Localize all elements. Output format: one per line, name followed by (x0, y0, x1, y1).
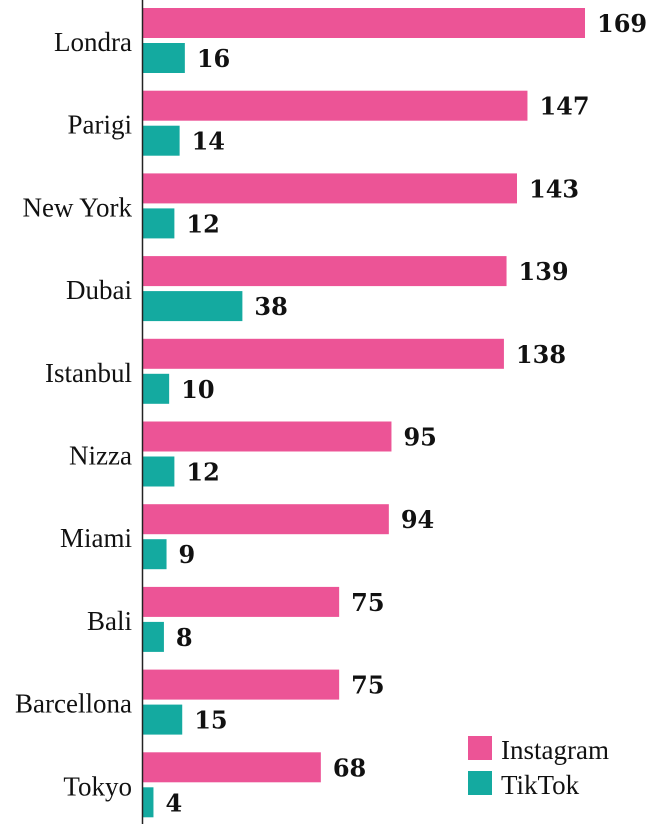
category-label-new-york: New York (22, 192, 132, 222)
bar-tiktok-londra (143, 43, 185, 73)
value-label-tiktok-new-york: 12 (186, 209, 219, 238)
bar-tiktok-parigi (143, 125, 180, 156)
value-label-instagram-nizza: 95 (403, 423, 436, 452)
value-label-tiktok-nizza: 12 (186, 458, 219, 487)
legend-label-tiktok: TikTok (501, 770, 580, 800)
value-label-instagram-new-york: 143 (529, 174, 579, 203)
bar-instagram-dubai (143, 256, 507, 287)
category-labels-layer: Londra Parigi New York Dubai Istanbul Nizza Mi… (15, 27, 132, 801)
bar-instagram-tokyo (143, 752, 321, 783)
bar-tiktok-miami (143, 539, 167, 570)
value-label-instagram-barcellona: 75 (351, 671, 384, 700)
bar-instagram-parigi (143, 90, 528, 121)
bar-tiktok-barcellona (143, 704, 183, 735)
bar-tiktok-tokyo (143, 787, 154, 818)
value-labels-layer: 169 16 147 14 143 12 139 38 138 10 95 12 94 9 75 8 75 15 6… (165, 9, 647, 817)
value-label-tiktok-dubai: 38 (254, 292, 287, 321)
category-label-barcellona: Barcellona (15, 689, 132, 719)
bar-instagram-londra (143, 8, 585, 38)
value-label-instagram-londra: 169 (597, 9, 647, 38)
value-label-tiktok-barcellona: 15 (194, 706, 227, 735)
category-label-tokyo: Tokyo (63, 771, 132, 801)
category-label-nizza: Nizza (69, 441, 132, 471)
category-label-parigi: Parigi (68, 110, 133, 140)
category-label-bali: Bali (87, 606, 132, 636)
bar-instagram-bali (143, 586, 340, 617)
category-label-londra: Londra (54, 27, 132, 57)
value-label-tiktok-tokyo: 4 (165, 788, 182, 817)
legend: Instagram TikTok (468, 735, 609, 800)
category-label-miami: Miami (60, 523, 132, 553)
bar-instagram-new-york (143, 173, 517, 204)
bar-instagram-istanbul (143, 338, 504, 369)
bars-layer (143, 8, 585, 818)
bar-tiktok-bali (143, 621, 164, 652)
bar-tiktok-istanbul (143, 373, 170, 404)
category-label-dubai: Dubai (66, 275, 132, 305)
value-label-instagram-bali: 75 (351, 588, 384, 617)
category-label-istanbul: Istanbul (45, 358, 132, 388)
value-label-instagram-istanbul: 138 (516, 340, 566, 369)
bar-tiktok-dubai (143, 291, 243, 322)
value-label-tiktok-bali: 8 (176, 623, 193, 652)
bar-instagram-miami (143, 504, 389, 535)
value-label-instagram-miami: 94 (401, 505, 434, 534)
legend-swatch-tiktok (468, 771, 492, 795)
legend-label-instagram: Instagram (501, 735, 609, 765)
value-label-tiktok-miami: 9 (179, 540, 196, 569)
value-label-tiktok-parigi: 14 (192, 127, 225, 156)
bar-tiktok-new-york (143, 208, 175, 239)
value-label-instagram-tokyo: 68 (333, 753, 366, 782)
legend-swatch-instagram (468, 736, 492, 760)
value-label-instagram-dubai: 139 (519, 257, 569, 286)
value-label-tiktok-istanbul: 10 (181, 375, 214, 404)
bar-instagram-barcellona (143, 669, 340, 700)
bar-tiktok-nizza (143, 456, 175, 487)
value-label-instagram-parigi: 147 (539, 92, 589, 121)
bar-instagram-nizza (143, 421, 392, 452)
value-label-tiktok-londra: 16 (197, 44, 230, 73)
